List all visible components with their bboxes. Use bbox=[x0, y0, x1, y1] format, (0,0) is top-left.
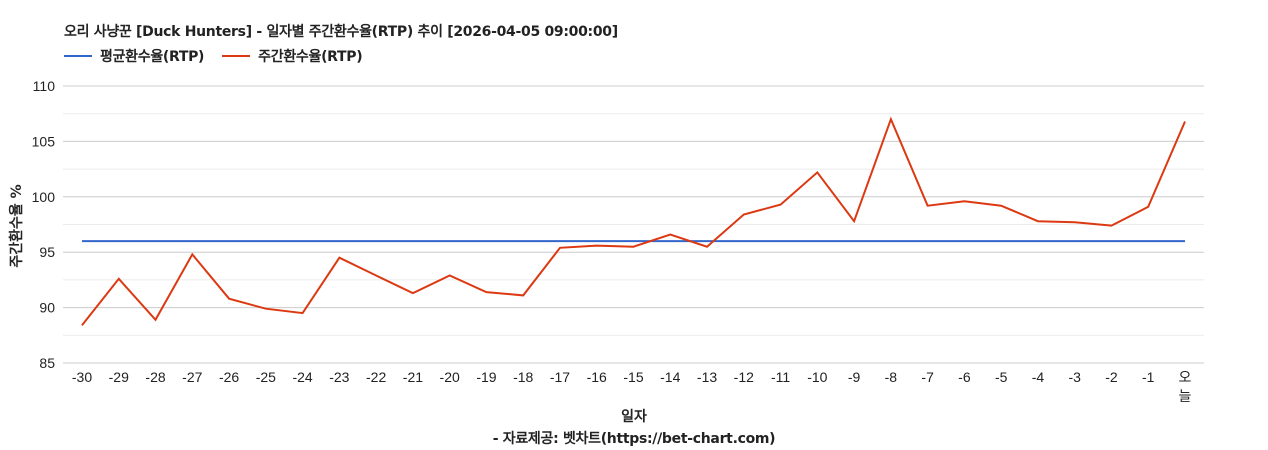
x-tick-label: -22 bbox=[366, 369, 386, 385]
data-series bbox=[81, 116, 1186, 326]
x-tick-label: -19 bbox=[476, 369, 496, 385]
x-tick-label: -1 bbox=[1142, 369, 1155, 385]
x-tick-label: -10 bbox=[807, 369, 827, 385]
y-tick-label: 95 bbox=[39, 244, 55, 260]
y-axis-ticks: 85 90 95 100 105 110 bbox=[32, 78, 56, 371]
x-tick-label: -4 bbox=[1032, 369, 1045, 385]
x-tick-label: -6 bbox=[958, 369, 971, 385]
y-tick-label: 90 bbox=[39, 300, 55, 316]
y-tick-label: 105 bbox=[32, 133, 56, 149]
x-tick-label: -3 bbox=[1068, 369, 1081, 385]
x-tick-label: -16 bbox=[587, 369, 607, 385]
chart-title: 오리 사냥꾼 [Duck Hunters] - 일자별 주간환수율(RTP) 추… bbox=[64, 24, 618, 40]
x-tick-label: -21 bbox=[403, 369, 423, 385]
x-axis-ticks: -30 -29 -28 -27 -26 -25 -24 -23 -22 -21 -20 -19 -18 -… bbox=[72, 369, 1192, 404]
legend-label: 평균환수율(RTP) bbox=[100, 49, 205, 65]
legend-item-weekly-rtp[interactable]: 주간환수율(RTP) bbox=[222, 46, 363, 66]
legend-item-average-rtp[interactable]: 평균환수율(RTP) bbox=[64, 46, 204, 66]
x-tick-label: -8 bbox=[885, 369, 898, 385]
gridlines bbox=[63, 85, 1204, 364]
x-tick-label: -23 bbox=[329, 369, 349, 385]
legend-label: 주간환수율(RTP) bbox=[258, 49, 363, 65]
y-tick-label: 100 bbox=[32, 189, 56, 205]
x-tick-label: -9 bbox=[848, 369, 861, 385]
x-tick-label-today: 오 bbox=[1179, 369, 1192, 385]
y-tick-label: 85 bbox=[39, 355, 55, 371]
x-tick-label: -11 bbox=[771, 369, 790, 385]
weekly-rtp-line[interactable] bbox=[81, 116, 1186, 326]
x-tick-label: -14 bbox=[660, 369, 680, 385]
legend-swatch-blue bbox=[64, 55, 92, 57]
y-axis-label: 주간환수율 % bbox=[9, 184, 25, 268]
x-tick-label: -12 bbox=[734, 369, 754, 385]
legend-swatch-red bbox=[222, 55, 251, 57]
x-tick-label: -17 bbox=[550, 369, 570, 385]
x-tick-label: -15 bbox=[623, 369, 643, 385]
source-credit: - 자료제공: 벳차트(https://bet-chart.com) bbox=[492, 431, 776, 447]
x-tick-label: -27 bbox=[182, 369, 202, 385]
x-tick-label: -5 bbox=[995, 369, 1008, 385]
chart-legend: 평균환수율(RTP) 주간환수율(RTP) bbox=[64, 46, 380, 66]
x-tick-label: -25 bbox=[256, 369, 276, 385]
x-tick-label: -13 bbox=[697, 369, 717, 385]
x-tick-label: -7 bbox=[921, 369, 934, 385]
x-tick-label: -20 bbox=[440, 369, 460, 385]
x-tick-label: -28 bbox=[145, 369, 165, 385]
x-tick-label: -18 bbox=[513, 369, 533, 385]
x-tick-label: -2 bbox=[1105, 369, 1118, 385]
x-tick-label: -24 bbox=[292, 369, 312, 385]
y-tick-label: 110 bbox=[33, 78, 56, 94]
x-tick-label-today: 늘 bbox=[1179, 388, 1192, 404]
x-tick-label: -26 bbox=[219, 369, 239, 385]
x-axis-label: 일자 bbox=[621, 409, 647, 425]
x-tick-label: -30 bbox=[72, 369, 92, 385]
x-tick-label: -29 bbox=[109, 369, 129, 385]
